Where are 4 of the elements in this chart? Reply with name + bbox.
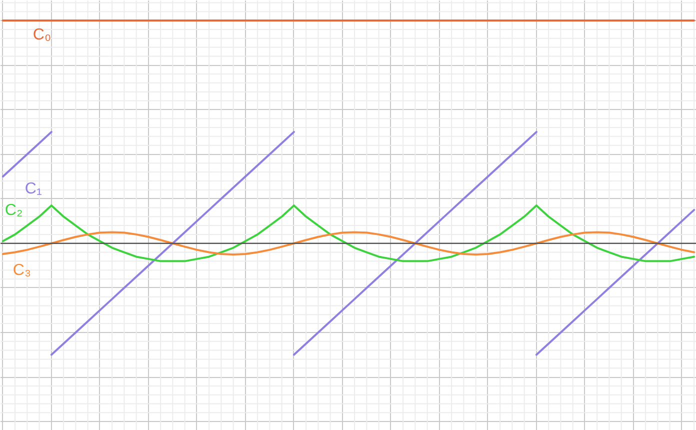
series-label: C₀ (32, 26, 52, 44)
series-label: C₃ (12, 262, 32, 280)
series-label: C₂ (4, 202, 23, 220)
series-label: C₁ (24, 180, 42, 198)
